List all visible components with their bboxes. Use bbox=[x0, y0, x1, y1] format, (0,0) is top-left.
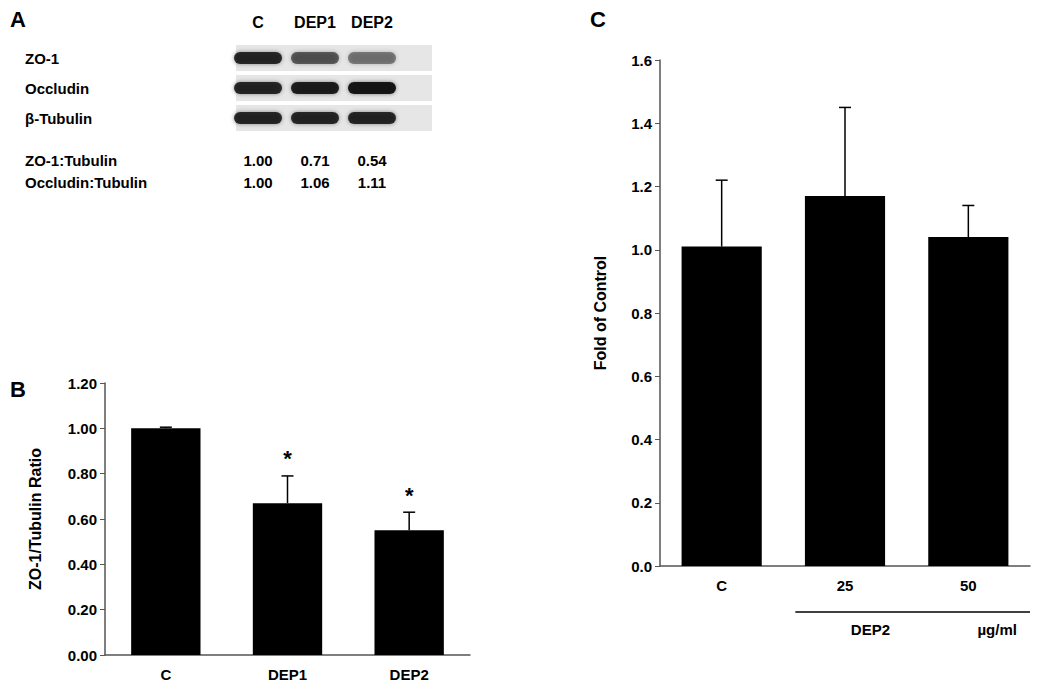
svg-text:C: C bbox=[716, 577, 727, 594]
svg-text:0.8: 0.8 bbox=[631, 305, 652, 322]
svg-text:1.20: 1.20 bbox=[68, 375, 97, 392]
svg-text:DEP1: DEP1 bbox=[268, 666, 307, 683]
svg-text:0.6: 0.6 bbox=[631, 368, 652, 385]
svg-text:DEP2: DEP2 bbox=[351, 14, 393, 31]
svg-text:B: B bbox=[10, 377, 26, 402]
svg-text:*: * bbox=[405, 483, 414, 508]
svg-text:ZO-1: ZO-1 bbox=[25, 50, 59, 67]
svg-text:ZO-1:Tubulin: ZO-1:Tubulin bbox=[25, 152, 117, 169]
svg-text:1.06: 1.06 bbox=[300, 174, 329, 191]
svg-text:1.00: 1.00 bbox=[243, 174, 272, 191]
svg-text:1.00: 1.00 bbox=[243, 152, 272, 169]
svg-text:Fold of Control: Fold of Control bbox=[592, 256, 609, 371]
svg-text:ZO-1/Tubulin Ratio: ZO-1/Tubulin Ratio bbox=[27, 448, 44, 590]
svg-text:1.2: 1.2 bbox=[631, 178, 652, 195]
svg-text:DEP2: DEP2 bbox=[390, 666, 429, 683]
svg-text:0.0: 0.0 bbox=[631, 558, 652, 575]
svg-text:C: C bbox=[160, 666, 171, 683]
svg-text:C: C bbox=[252, 14, 264, 31]
svg-text:0.71: 0.71 bbox=[300, 152, 329, 169]
svg-text:0.2: 0.2 bbox=[631, 494, 652, 511]
svg-text:0.40: 0.40 bbox=[68, 556, 97, 573]
svg-text:Occludin: Occludin bbox=[25, 80, 89, 97]
svg-text:µg/ml: µg/ml bbox=[977, 621, 1016, 638]
svg-text:DEP2: DEP2 bbox=[851, 621, 890, 638]
svg-text:1.4: 1.4 bbox=[631, 115, 653, 132]
svg-text:A: A bbox=[10, 7, 26, 32]
svg-text:1.00: 1.00 bbox=[68, 420, 97, 437]
svg-text:Occludin:Tubulin: Occludin:Tubulin bbox=[25, 174, 147, 191]
svg-text:1.6: 1.6 bbox=[631, 52, 652, 69]
svg-text:DEP1: DEP1 bbox=[294, 14, 336, 31]
svg-text:0.4: 0.4 bbox=[631, 431, 653, 448]
svg-text:C: C bbox=[590, 7, 606, 32]
svg-text:0.54: 0.54 bbox=[357, 152, 387, 169]
svg-text:0.80: 0.80 bbox=[68, 465, 97, 482]
svg-text:0.20: 0.20 bbox=[68, 601, 97, 618]
svg-text:β-Tubulin: β-Tubulin bbox=[25, 110, 92, 127]
svg-text:*: * bbox=[283, 446, 292, 471]
svg-text:0.60: 0.60 bbox=[68, 511, 97, 528]
svg-text:1.11: 1.11 bbox=[358, 174, 386, 191]
svg-text:0.00: 0.00 bbox=[68, 647, 97, 664]
svg-text:1.0: 1.0 bbox=[631, 241, 652, 258]
svg-text:50: 50 bbox=[960, 577, 977, 594]
svg-text:25: 25 bbox=[837, 577, 854, 594]
